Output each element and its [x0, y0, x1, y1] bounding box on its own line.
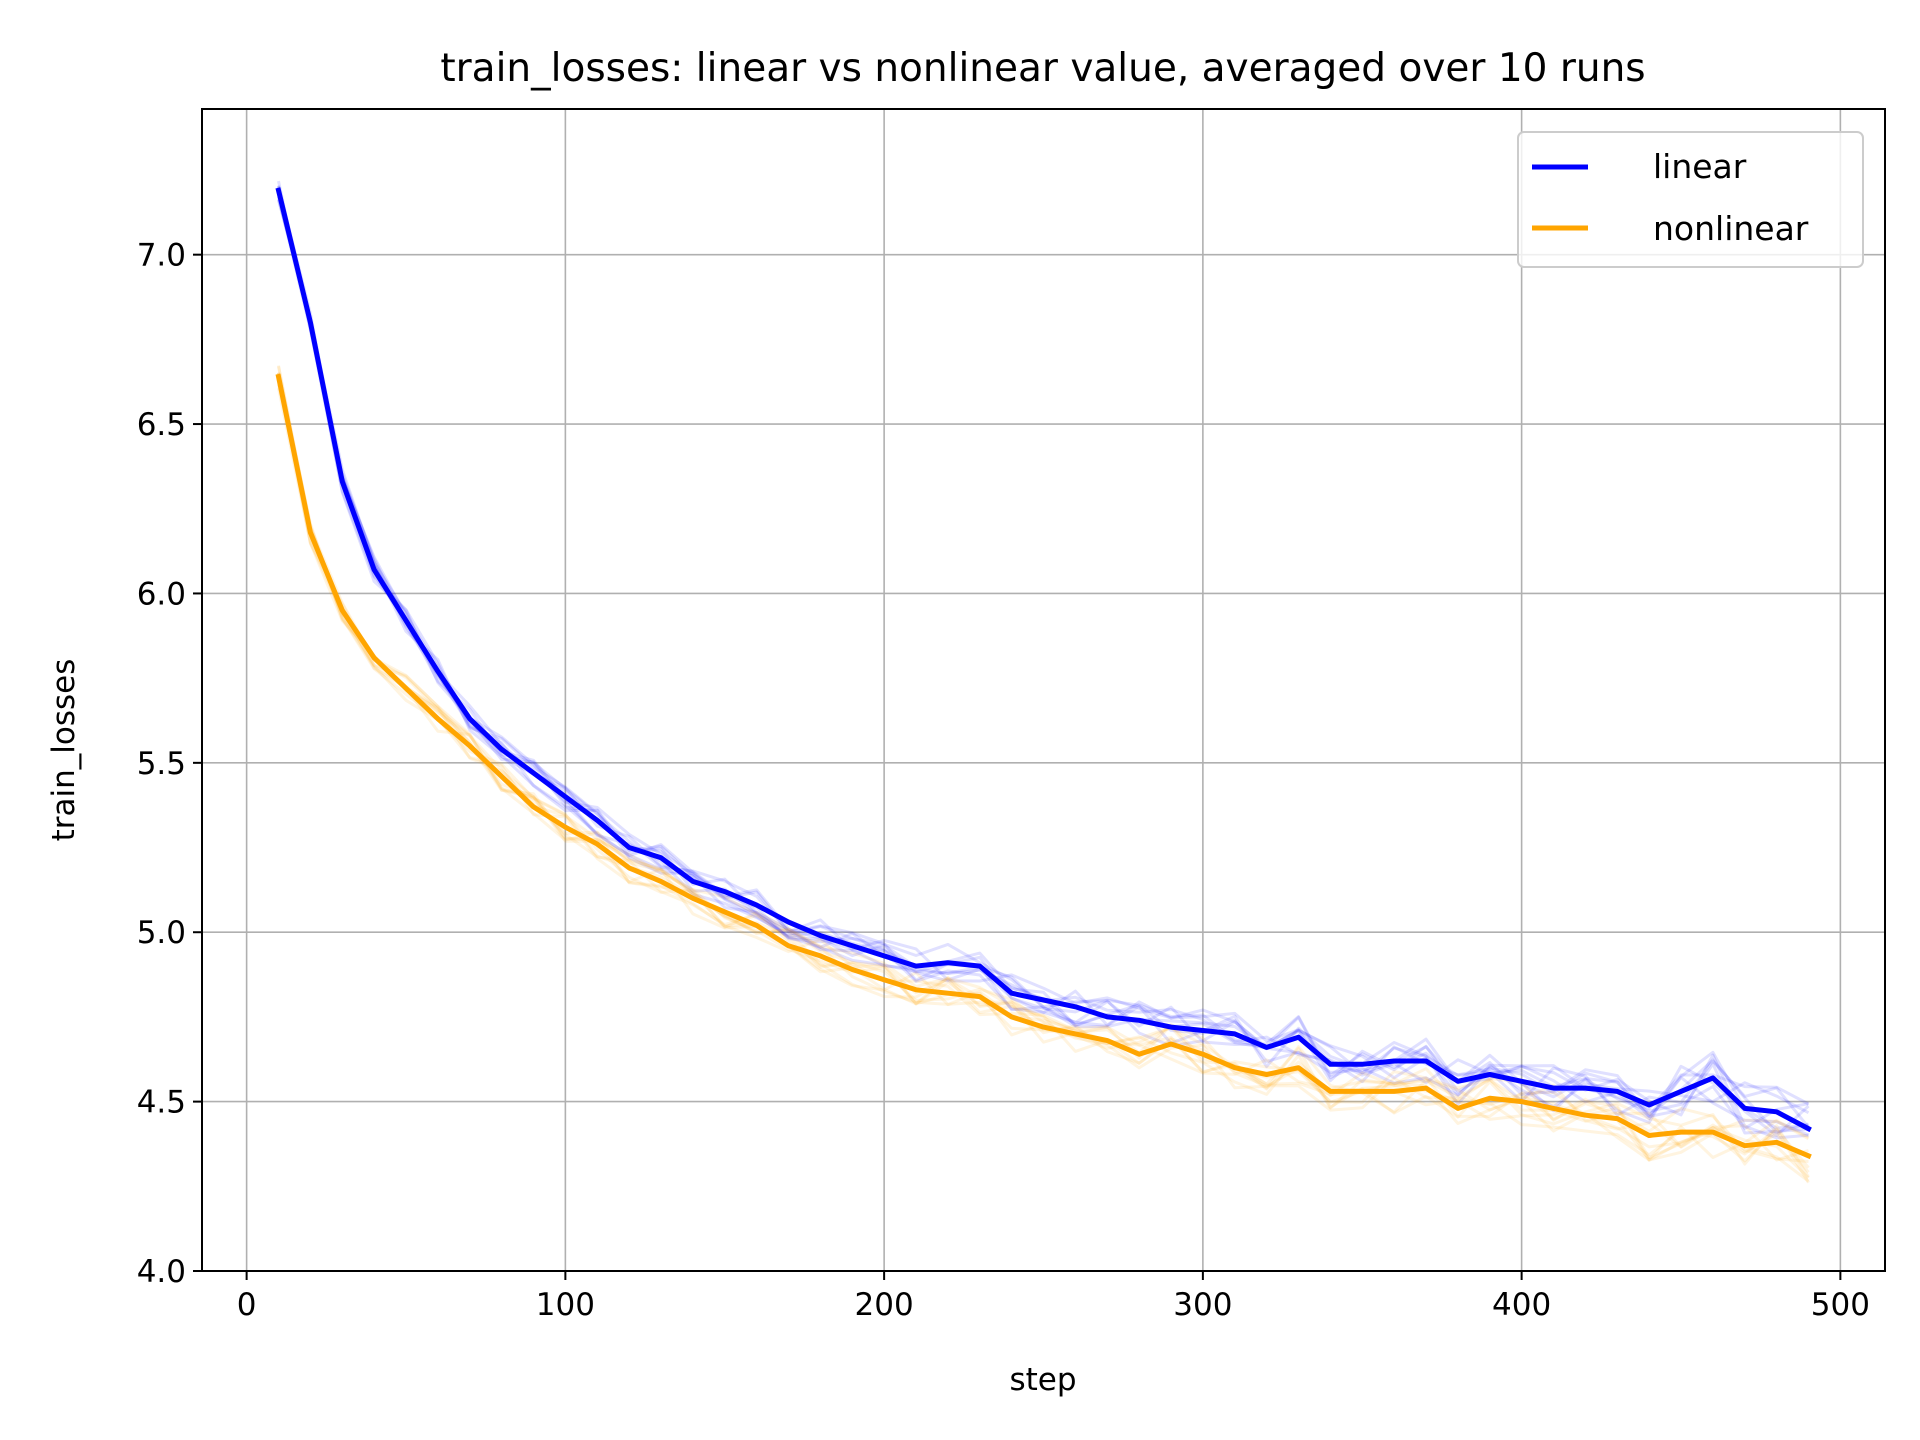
run-line-nonlinear — [277, 366, 1810, 1184]
plot-area-frame — [201, 108, 1886, 1272]
run-line-nonlinear — [277, 375, 1810, 1183]
x-tick-label: 400 — [1492, 1287, 1551, 1323]
run-line-nonlinear — [277, 387, 1810, 1174]
run-line-linear — [277, 199, 1809, 1130]
legend: linear nonlinear — [1517, 131, 1864, 268]
y-tick-label: 5.0 — [137, 915, 186, 951]
run-line-nonlinear — [277, 384, 1810, 1179]
legend-box — [1517, 131, 1864, 268]
y-axis-label: train_losses — [46, 659, 82, 842]
run-line-nonlinear — [277, 372, 1810, 1162]
chart-title: train_losses: linear vs nonlinear value,… — [440, 46, 1645, 91]
y-tick-label: 7.0 — [137, 238, 186, 274]
y-tick-label: 4.0 — [137, 1254, 186, 1290]
legend-label-nonlinear: nonlinear — [1653, 209, 1809, 248]
y-tick-label: 6.5 — [137, 407, 186, 443]
mean-series-lines — [275, 187, 1812, 1160]
run-line-linear — [277, 186, 1809, 1134]
series-line-nonlinear — [275, 373, 1812, 1160]
x-tick-label: 100 — [536, 1287, 595, 1323]
legend-label-linear: linear — [1653, 147, 1747, 186]
x-axis-ticks: 0 100 200 300 400 500 — [237, 1271, 1870, 1323]
run-line-nonlinear — [277, 373, 1810, 1161]
run-line-linear — [277, 191, 1810, 1137]
y-tick-label: 4.5 — [137, 1085, 186, 1121]
series-line-linear — [275, 187, 1812, 1133]
x-tick-label: 0 — [237, 1287, 257, 1323]
x-tick-label: 300 — [1173, 1287, 1232, 1323]
x-tick-label: 200 — [855, 1287, 914, 1323]
x-tick-label: 500 — [1811, 1287, 1870, 1323]
grid-lines — [202, 109, 1885, 1272]
y-axis-ticks: 4.0 4.5 5.0 5.5 6.0 6.5 7.0 — [137, 238, 202, 1290]
y-tick-label: 5.5 — [137, 746, 186, 782]
x-axis-label: step — [1009, 1362, 1076, 1398]
run-line-nonlinear — [277, 372, 1810, 1169]
y-tick-label: 6.0 — [137, 576, 186, 612]
